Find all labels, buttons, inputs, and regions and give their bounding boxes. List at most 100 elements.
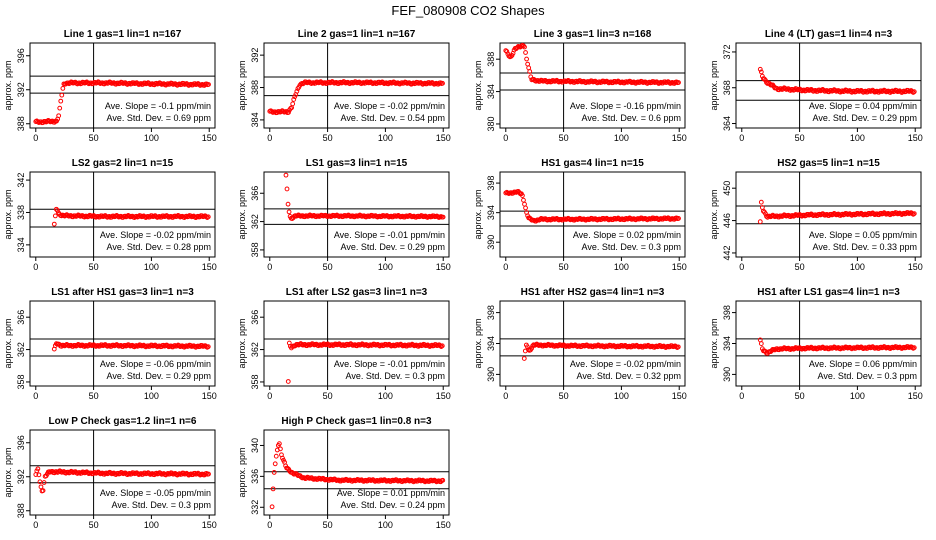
y-tick-label: 380 [486,116,496,131]
data-point [126,213,132,219]
data-point [353,79,359,85]
data-point [285,201,291,207]
chart-panel: HS1 after HS2 gas=4 lin=1 n=3 0 50 100 150 39… [473,287,687,401]
data-point [115,213,121,219]
slope-annotation: Ave. Slope = 0.06 ppm/min [809,359,917,369]
y-tick-label: 396 [16,48,26,63]
data-point [596,343,602,348]
data-point [669,343,675,349]
y-tick-label: 398 [486,305,496,320]
data-point [291,97,297,102]
data-point [909,89,915,94]
data-point [758,199,764,205]
x-tick-label: 150 [672,391,687,401]
data-point [639,215,645,221]
data-point [38,484,44,490]
x-tick-label: 50 [89,262,99,272]
data-point [196,81,202,87]
data-point [294,88,300,94]
data-point [108,80,114,85]
data-point [57,105,63,111]
data-point [199,213,205,219]
x-tick-label: 100 [378,391,393,401]
data-point [422,342,428,348]
x-tick-label: 0 [33,391,38,401]
slope-annotation: Ave. Slope = -0.02 ppm/min [570,359,681,369]
slope-annotation: Ave. Slope = 0.02 ppm/min [573,230,681,240]
chart-panel: HS2 gas=5 lin=1 n=15 0 50 100 150 442 446 450ap… [709,158,923,272]
y-tick-label: 396 [16,435,26,450]
data-point [608,343,614,348]
data-point [406,477,411,483]
y-tick-label: 342 [16,173,26,188]
std-dev-annotation: Ave. Std. Dev. = 0.6 ppm [582,113,681,123]
data-point [330,79,336,85]
data-point [417,477,423,483]
x-tick-label: 150 [202,391,217,401]
x-tick-label: 50 [323,133,333,143]
slope-annotation: Ave. Slope = -0.05 ppm/min [100,488,211,498]
data-point [188,213,194,219]
data-point [146,471,152,476]
x-tick-label: 100 [614,133,629,143]
x-tick-label: 50 [795,133,805,143]
data-point [882,344,888,350]
data-point [639,79,645,85]
std-dev-annotation: Ave. Std. Dev. = 0.24 ppm [341,500,445,510]
chart-panel: HS1 gas=4 lin=1 n=15 0 50 100 150 390 394 398ap… [473,158,687,272]
data-point [430,80,436,86]
data-point [658,343,663,349]
std-dev-annotation: Ave. Std. Dev. = 0.54 ppm [341,113,445,123]
y-tick-label: 358 [250,242,260,257]
data-point [844,87,850,93]
data-point [525,61,531,67]
y-axis-label: approx. ppm [3,189,13,239]
data-point [646,343,652,349]
panel-title: HS1 gas=4 lin=1 n=15 [541,158,644,169]
data-point [146,81,152,86]
x-tick-label: 0 [267,133,272,143]
data-series [503,42,681,86]
data-point [415,80,420,85]
chart-panel: HS1 after LS1 gas=4 lin=1 n=3 0 50 100 150 39… [709,287,923,401]
data-point [199,343,205,348]
y-tick-label: 332 [250,500,260,515]
y-tick-label: 340 [250,438,260,453]
std-dev-annotation: Ave. Std. Dev. = 0.28 ppm [107,242,211,252]
x-tick-label: 50 [323,262,333,272]
panel-title: High P Check gas=1 lin=0.8 n=3 [281,416,432,427]
y-axis-label: approx. ppm [3,318,13,368]
x-tick-label: 100 [144,262,159,272]
y-axis-label: approx. ppm [3,447,13,497]
data-point [805,87,811,93]
data-point [675,344,681,350]
data-point [524,56,529,62]
data-series [267,79,445,116]
y-tick-label: 394 [486,205,496,220]
x-tick-label: 100 [144,133,159,143]
x-tick-label: 150 [436,391,451,401]
y-axis-label: approx. ppm [473,189,483,239]
y-tick-label: 392 [250,48,260,63]
data-series [521,341,681,361]
data-point [35,466,41,472]
x-tick-label: 50 [89,391,99,401]
data-point [56,113,62,119]
y-tick-label: 372 [722,44,732,59]
data-point [504,49,510,54]
x-tick-label: 0 [739,391,744,401]
panel-title: Line 2 gas=1 lin=1 n=167 [298,29,416,40]
chart-panel: Line 4 (LT) gas=1 lin=4 n=3 0 50 100 150 364 3… [709,29,923,143]
data-point [635,343,641,349]
data-point [286,209,292,215]
y-tick-label: 362 [16,342,26,357]
x-tick-label: 100 [378,520,393,530]
data-point [616,79,622,85]
slope-annotation: Ave. Slope = -0.01 ppm/min [334,230,445,240]
data-point [349,342,355,347]
data-point [138,342,144,348]
x-tick-label: 0 [33,133,38,143]
data-point [589,78,595,84]
y-tick-label: 366 [250,310,260,325]
data-point [628,79,634,85]
